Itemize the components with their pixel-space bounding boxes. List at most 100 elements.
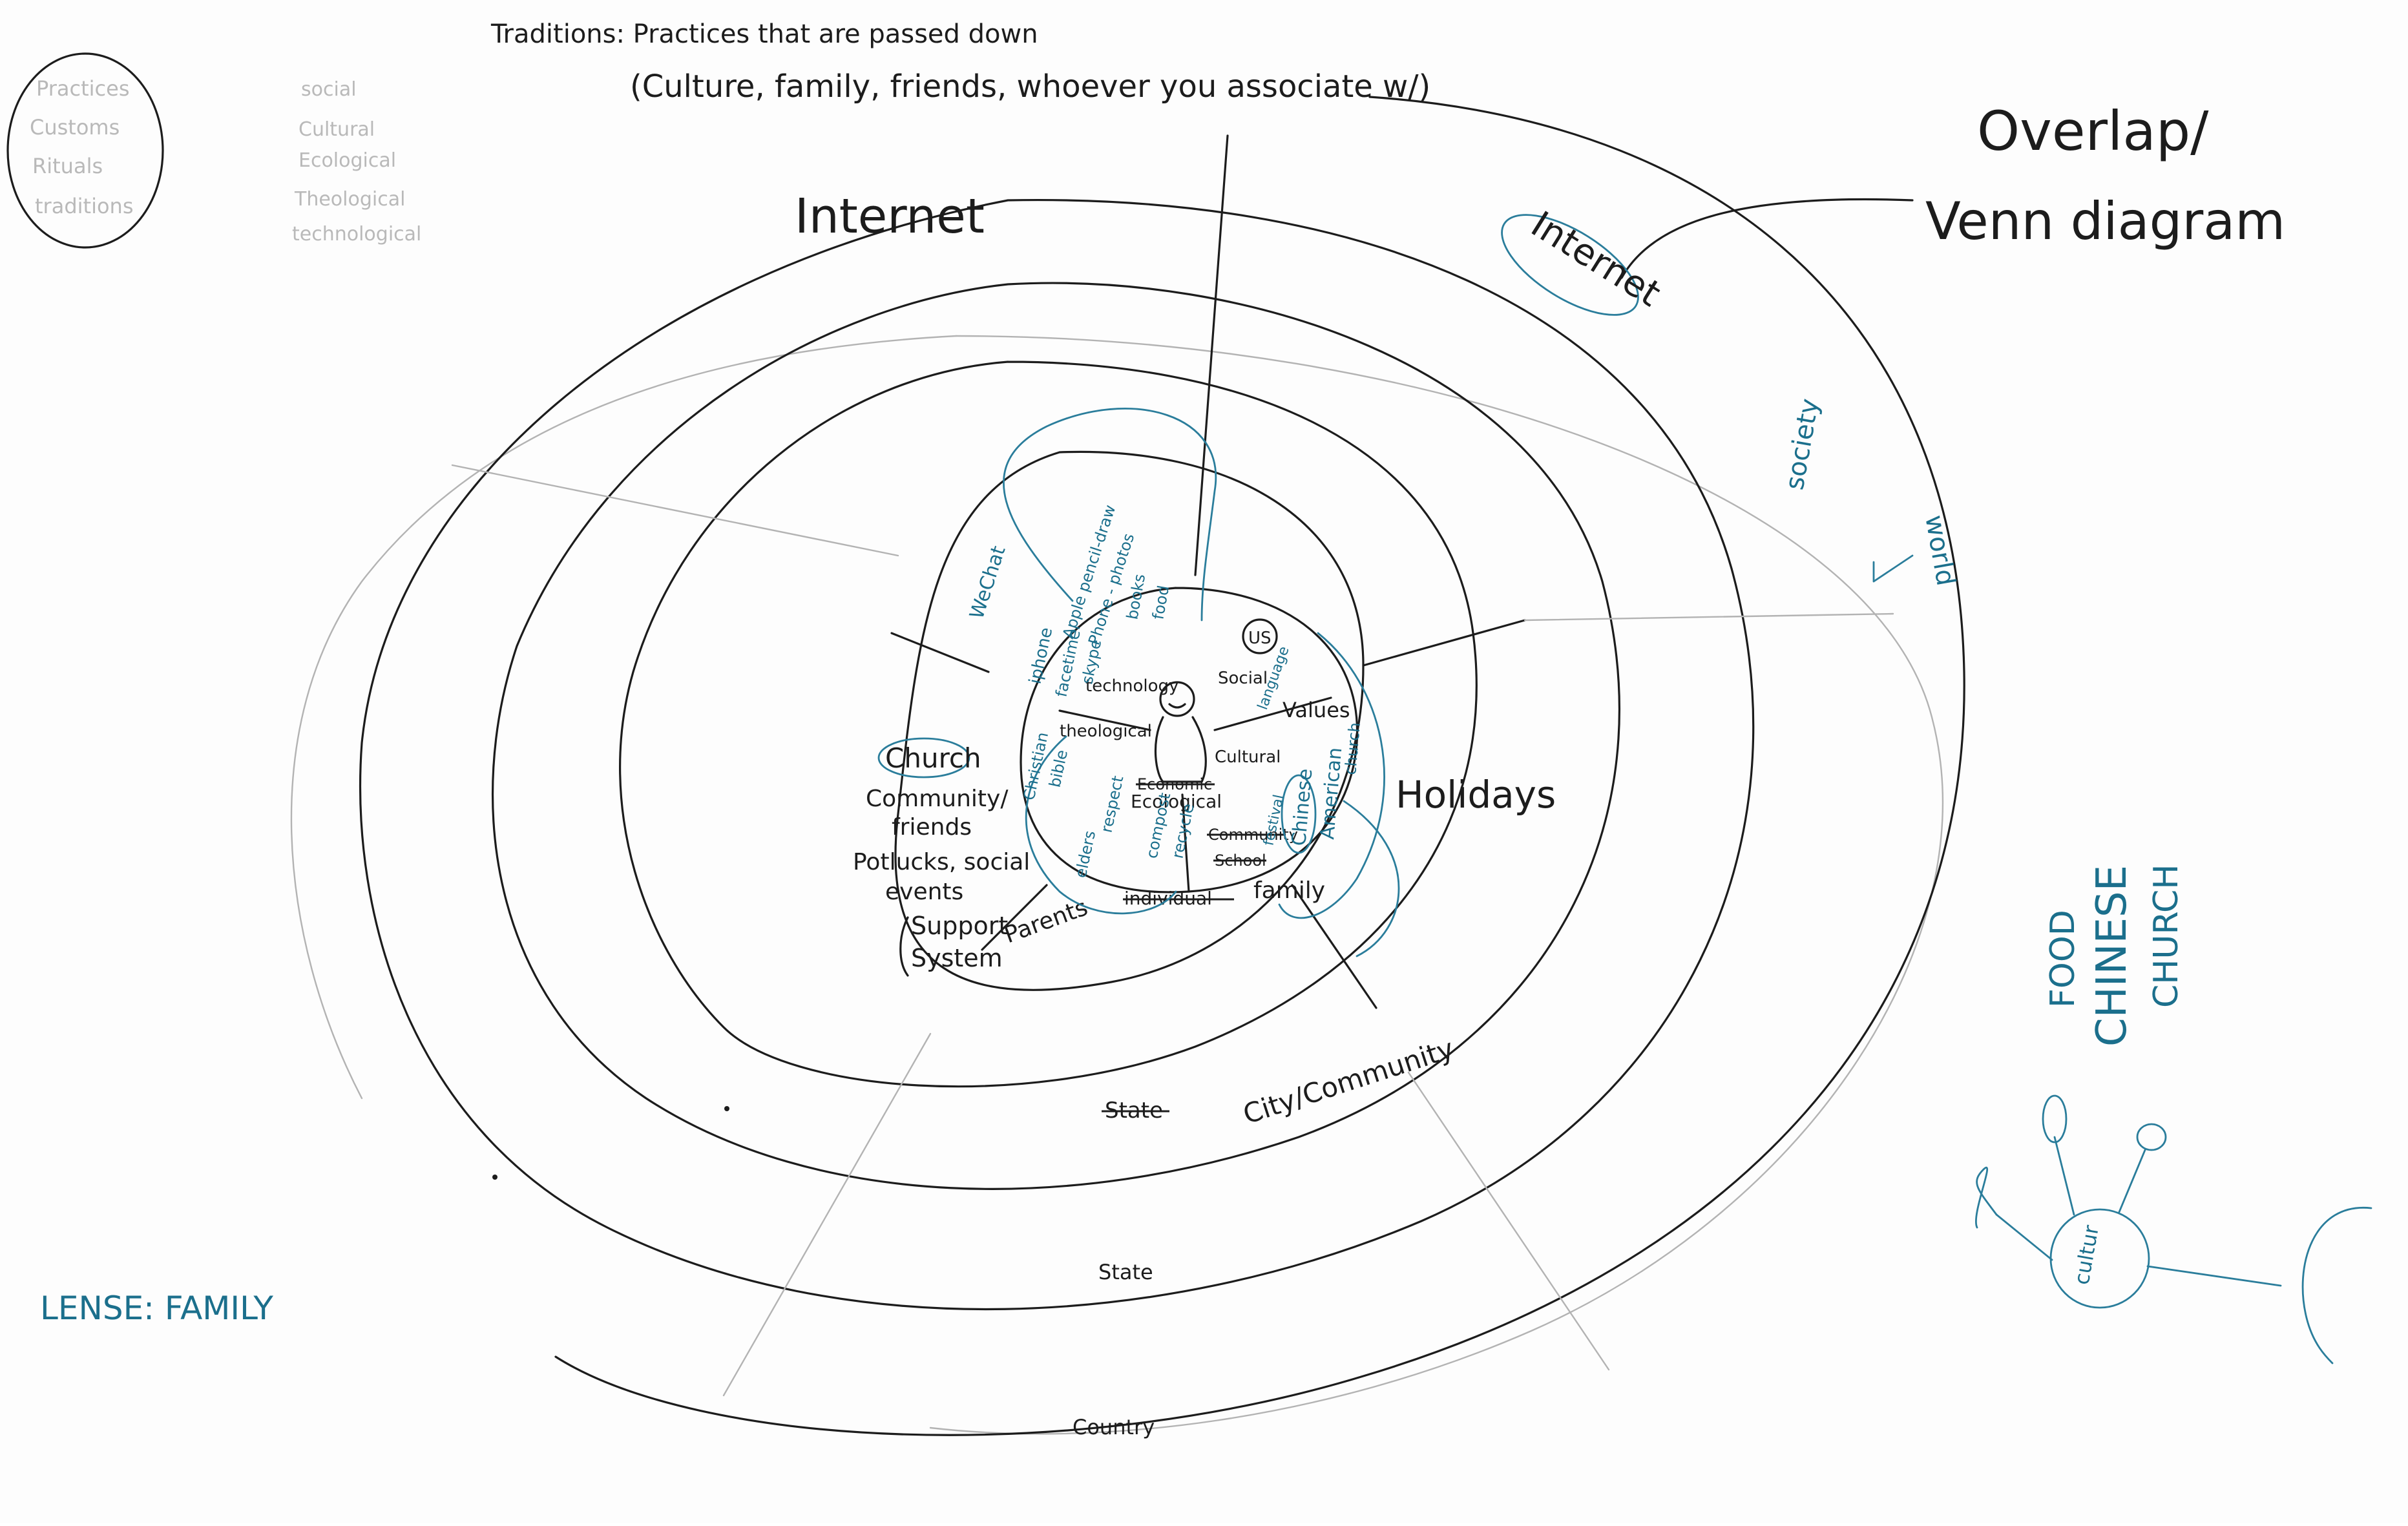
faded-ecological: Ecological [298, 149, 396, 172]
stray-dot-1 [724, 1106, 729, 1111]
edge-to-top-node [2053, 1136, 2075, 1216]
events-note: events [885, 879, 963, 905]
person-head-icon [1159, 681, 1195, 717]
center-lenses: technology Social theological Values Cul… [1058, 669, 1350, 909]
faded-cultural: Cultural [298, 118, 375, 141]
us-circle-outline [1242, 618, 1278, 654]
spoke-line-left [890, 632, 990, 673]
blue-loop-top-left [1003, 408, 1217, 622]
center-divider-3 [1181, 793, 1190, 893]
spoke-line-top [1194, 134, 1229, 576]
overlap-text: Overlap/ [1977, 99, 2209, 163]
top-left-oval-group: Practices Customs Rituals traditions [6, 52, 164, 249]
culture-hub-label: cultur [2069, 1223, 2104, 1287]
practices-oval [6, 52, 164, 249]
list-item-traditions: traditions [35, 194, 133, 218]
society-ring [359, 198, 1755, 1311]
edge-to-right-node [2146, 1265, 2282, 1287]
blue-books: books [1123, 572, 1149, 621]
spoke-line-lower-left [981, 884, 1048, 951]
upper-right-node [2136, 1123, 2167, 1151]
support-bracket [899, 916, 909, 977]
faded-technological: technological [292, 223, 421, 246]
blue-church: church [1341, 722, 1364, 776]
lens-technology: technology [1085, 676, 1178, 696]
blue-us: US [1248, 629, 1272, 648]
center-divider-2 [1213, 696, 1332, 731]
blue-christian: Christian [1020, 731, 1052, 802]
outer-grey-ring-left [290, 335, 958, 1100]
state-ring-label: State [1098, 1260, 1153, 1284]
holidays-label: Holidays [1396, 773, 1556, 817]
center-divider-1 [1058, 709, 1151, 731]
chinese-circle-outline [1281, 774, 1317, 854]
overlap-connector-line [1620, 198, 1914, 279]
blue-loop-bottom [1343, 800, 1400, 957]
left-node [1975, 1166, 1998, 1229]
list-item-customs: Customs [30, 115, 120, 140]
right-node-arc [2301, 1206, 2372, 1364]
blue-respect: respect [1097, 774, 1127, 834]
list-item-rituals: Rituals [32, 154, 103, 178]
spoke-line-lower-right-grey [1407, 1071, 1610, 1371]
faded-theological: Theological [294, 188, 405, 211]
potlucks-note: Potlucks, social [853, 849, 1030, 875]
faded-lens-list: social Cultural Ecological Theological t… [292, 78, 421, 246]
church-note: Church [885, 742, 981, 774]
blue-food: food [1149, 584, 1173, 621]
food-note: FOOD [2044, 910, 2082, 1008]
world-ring [554, 96, 1965, 1436]
right-blue-note: FOOD CHINESE CHURCH [2044, 864, 2186, 1047]
definition-text: Traditions: Practices that are passed do… [490, 19, 1038, 49]
venn-diagram-text: Venn diagram [1925, 191, 2285, 251]
internet-circle-outline [1501, 214, 1639, 316]
church-circle-outline [877, 737, 970, 779]
system-note: System [911, 944, 1003, 972]
concentric-rings [290, 96, 1965, 1436]
edge-to-left-node [1995, 1213, 2053, 1261]
blue-loop-right [1278, 632, 1385, 919]
spoke-lines [451, 134, 1894, 1397]
lens-family: family [1253, 877, 1325, 904]
blue-loop-left [1025, 735, 1177, 915]
internet-circled-label: Internet [1523, 204, 1668, 315]
spoke-line-lower-right [1291, 884, 1377, 1009]
edge-to-upper-right-node [2118, 1149, 2146, 1213]
spoke-line-upper-left [451, 464, 899, 557]
world-arrow-icon [1872, 554, 1914, 583]
lens-cultural: Cultural [1215, 747, 1281, 767]
person-smile-icon [1168, 703, 1186, 709]
lens-family-label: LENSE: FAMILY [40, 1290, 273, 1327]
list-item-practices: Practices [36, 76, 129, 101]
culture-node-diagram: cultur [1975, 1094, 2372, 1364]
blue-elders: elders [1071, 829, 1099, 879]
community-ring [619, 361, 1478, 1088]
support-note: Support [911, 912, 1008, 940]
lens-theological: theological [1060, 722, 1152, 741]
culture-hub-node [2049, 1208, 2150, 1309]
spoke-line-right-grey [1523, 612, 1894, 622]
family-ring [894, 450, 1365, 991]
church-note-right: CHURCH [2147, 864, 2186, 1008]
world-label: world [1919, 513, 1960, 588]
friends-note: friends [892, 814, 972, 841]
country-ring-label: Country [1073, 1415, 1155, 1439]
community-note: Community/ [866, 786, 1009, 812]
chinese-note: CHINESE [2088, 865, 2136, 1047]
society-label: society [1780, 397, 1825, 492]
spoke-line-lower-left-grey [722, 1032, 932, 1397]
lens-ecological: Ecological [1131, 791, 1222, 812]
lens-social: Social [1218, 669, 1268, 688]
internet-ring-label: Internet [795, 189, 985, 244]
stray-dot-2 [492, 1175, 497, 1180]
internet-ring [491, 282, 1620, 1190]
definition-parenthetical: (Culture, family, friends, whoever you a… [630, 68, 1430, 105]
person-body-icon [1154, 716, 1207, 783]
lens-values: Values [1283, 698, 1350, 722]
faded-social: social [301, 78, 357, 101]
left-notes: Church Community/ friends Potlucks, soci… [853, 737, 1091, 977]
top-node [2042, 1094, 2068, 1144]
spoke-line-right [1362, 619, 1526, 667]
